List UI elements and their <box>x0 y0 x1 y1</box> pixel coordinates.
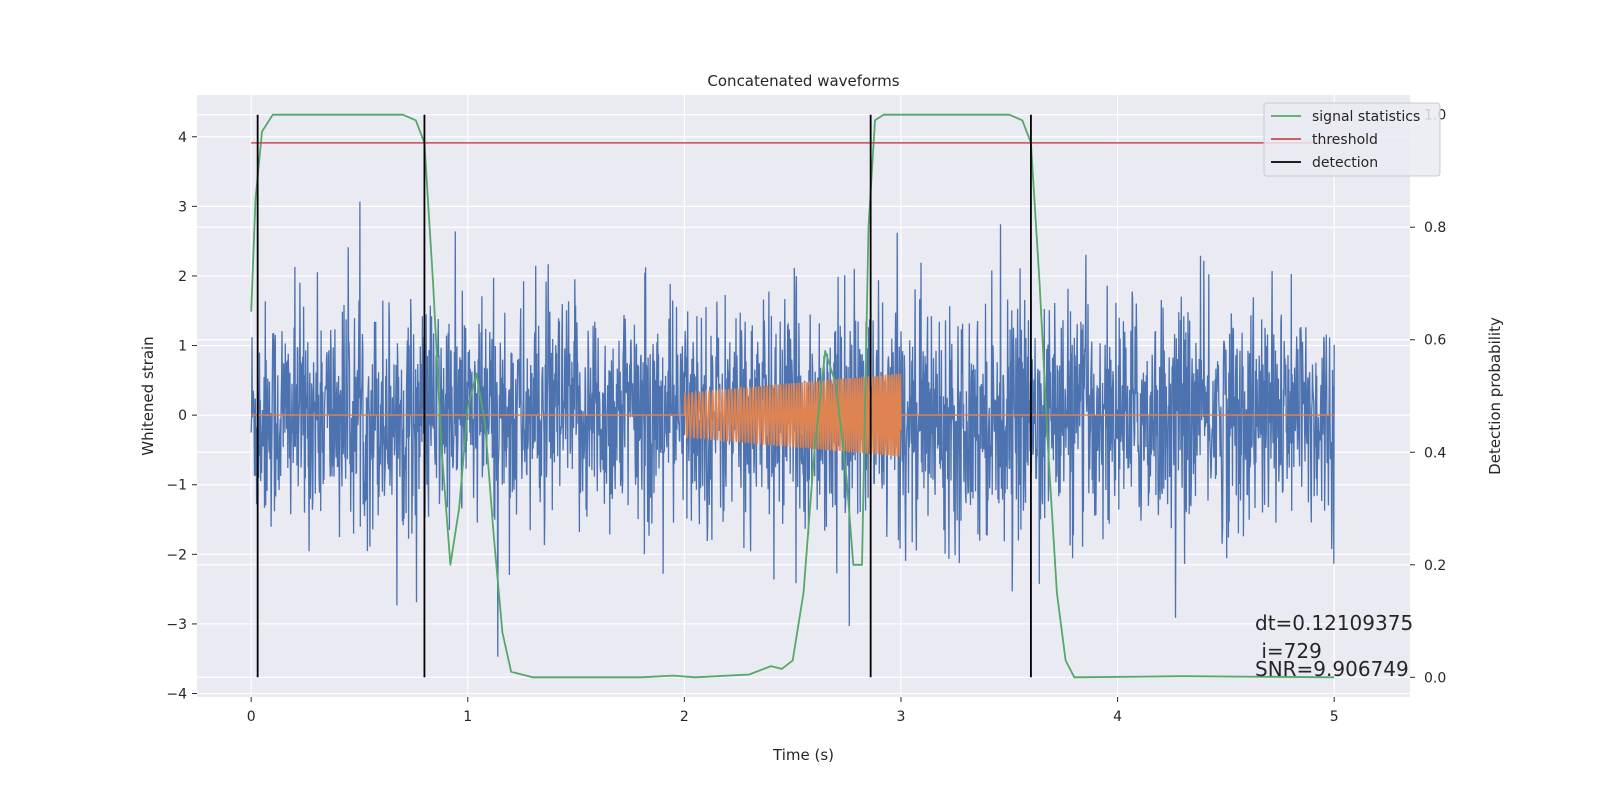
x-tick-label: 4 <box>1113 709 1122 725</box>
y-tick-label-left: 4 <box>178 130 187 146</box>
x-tick-label: 5 <box>1330 709 1339 725</box>
x-tick-label: 1 <box>463 709 472 725</box>
y-axis-label-left: Whitened strain <box>139 336 157 455</box>
x-axis-label: Time (s) <box>772 746 834 764</box>
chart-title: Concatenated waveforms <box>707 72 899 90</box>
y-tick-label-left: 3 <box>178 199 187 215</box>
y-tick-label-left: −4 <box>166 687 187 703</box>
x-tick-label: 2 <box>680 709 689 725</box>
y-tick-label-right: 0.2 <box>1424 558 1446 574</box>
y-tick-label-right: 0.4 <box>1424 445 1446 461</box>
annotation-index: i=729 <box>1255 639 1322 663</box>
legend-entry-detection: detection <box>1312 155 1378 171</box>
legend-entry-signal-statistics: signal statistics <box>1312 109 1420 125</box>
y-tick-label-left: −3 <box>166 617 187 633</box>
y-tick-label-right: 0.0 <box>1424 670 1446 686</box>
legend-entry-threshold: threshold <box>1312 132 1378 148</box>
y-tick-label-left: −2 <box>166 547 187 563</box>
series-layer <box>250 113 1335 679</box>
x-tick-label: 0 <box>247 709 256 725</box>
y-tick-label-right: 0.6 <box>1424 333 1446 349</box>
series-signal-statistics <box>250 113 1335 679</box>
y-tick-label-left: 1 <box>178 339 187 355</box>
series-injection <box>251 373 1335 457</box>
x-tick-label: 3 <box>897 709 906 725</box>
legend-box <box>1263 102 1441 177</box>
annotation-dt: dt=0.12109375 <box>1255 611 1413 635</box>
legend: signal statistics threshold detection <box>1263 102 1441 177</box>
y-tick-label-left: 0 <box>178 408 187 424</box>
y-axis-label-right: Detection probability <box>1486 317 1504 475</box>
y-tick-label-left: 2 <box>178 269 187 285</box>
annotation-snr: SNR=9.906749 <box>1255 657 1409 681</box>
y-tick-label-right: 0.8 <box>1424 220 1446 236</box>
y-tick-label-left: −1 <box>166 478 187 494</box>
annotation: dt=0.12109375 i=729 SNR=9.906749 <box>1255 611 1413 681</box>
